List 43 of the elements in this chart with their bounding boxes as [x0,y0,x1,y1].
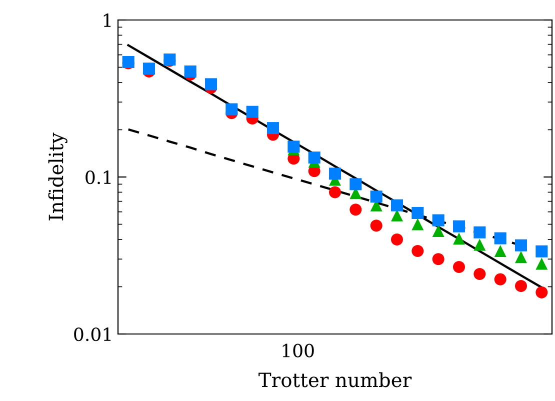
point [288,140,300,153]
y-tick-label: 0.1 [86,170,111,184]
y-axis-title: Infidelity [48,132,68,220]
point [432,253,444,266]
point [328,168,342,180]
point [370,220,382,232]
point [204,78,218,90]
point [452,232,466,245]
text: 100 [282,344,314,358]
point [412,244,424,257]
point [328,186,342,198]
point [474,238,486,251]
point [412,206,424,219]
point [432,224,444,238]
point [494,273,506,286]
point [370,190,382,203]
x-axis-title: Trotter number [258,372,412,388]
point [266,122,280,134]
point [452,261,466,274]
point [514,239,528,252]
point [246,106,258,118]
point [514,280,528,292]
point [350,178,362,190]
point [494,244,506,257]
point [350,204,362,216]
point [390,233,404,246]
y-tick-label: 1 [104,13,111,27]
point [226,103,238,116]
point [142,62,156,75]
point [184,65,196,78]
point [536,286,548,298]
point [514,251,528,264]
point [474,226,486,238]
point [474,268,486,280]
point [432,214,444,226]
y-tick-label: 0.01 [74,327,111,342]
point [452,220,466,232]
point [308,152,320,164]
point [536,245,548,258]
point [390,199,404,212]
point [494,232,506,244]
point [412,218,424,230]
point [536,258,548,270]
